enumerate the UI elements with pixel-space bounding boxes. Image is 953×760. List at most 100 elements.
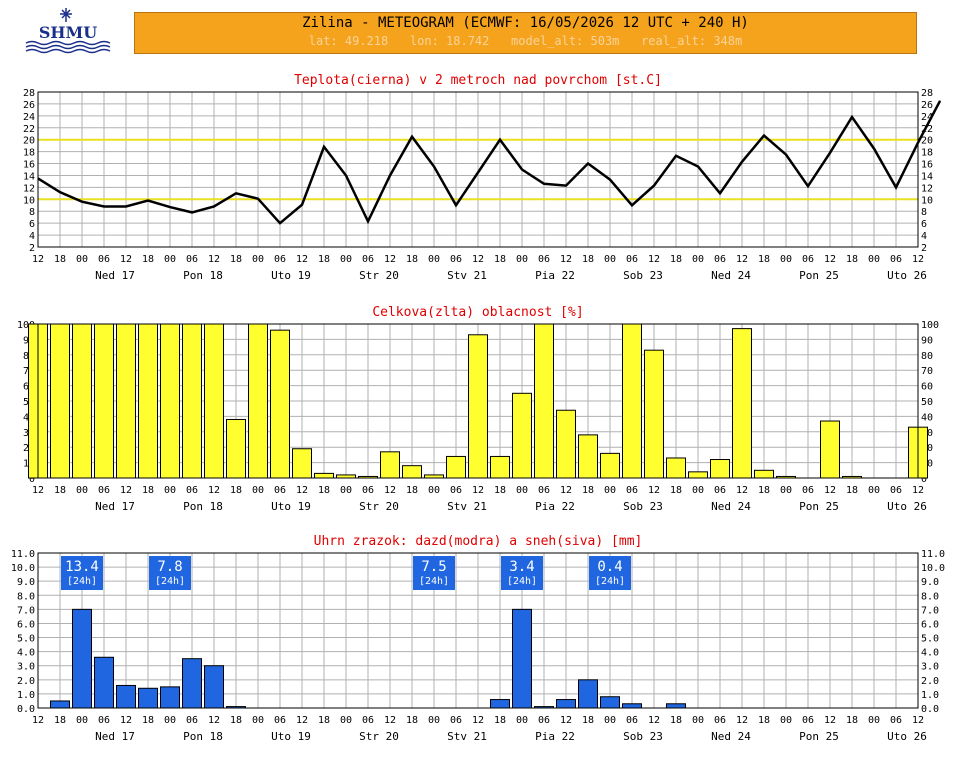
y-tick-label-right: 50 bbox=[921, 397, 933, 408]
x-tick-label: 00 bbox=[780, 715, 792, 726]
x-tick-label: 00 bbox=[516, 254, 528, 265]
x-tick-label: 00 bbox=[252, 715, 264, 726]
day-label: Pon 18 bbox=[183, 500, 223, 513]
x-tick-label: 12 bbox=[384, 715, 396, 726]
cloud-bar bbox=[732, 328, 752, 479]
daily-total-badge: 0.4[24h] bbox=[589, 556, 631, 590]
x-tick-label: 12 bbox=[384, 254, 396, 265]
x-tick-label: 12 bbox=[648, 254, 660, 265]
y-tick-label-right: 18 bbox=[921, 148, 933, 159]
y-tick-label-left: 6.0 bbox=[17, 619, 35, 630]
x-tick-label: 00 bbox=[164, 254, 176, 265]
precip-bar bbox=[666, 703, 686, 709]
y-tick-label-left: 11.0 bbox=[11, 549, 35, 560]
x-tick-label: 06 bbox=[714, 254, 726, 265]
y-tick-label-right: 28 bbox=[921, 88, 933, 99]
y-tick-label-left: 8 bbox=[29, 207, 35, 218]
x-tick-label: 18 bbox=[318, 485, 330, 496]
y-tick-label-right: 14 bbox=[921, 171, 933, 182]
x-tick-label: 18 bbox=[230, 254, 242, 265]
x-tick-label: 12 bbox=[560, 715, 572, 726]
x-tick-label: 18 bbox=[582, 485, 594, 496]
day-label: Pon 25 bbox=[799, 269, 839, 282]
x-tick-label: 18 bbox=[670, 485, 682, 496]
x-tick-label: 06 bbox=[714, 485, 726, 496]
x-tick-label: 06 bbox=[890, 254, 902, 265]
x-tick-label: 00 bbox=[604, 254, 616, 265]
daily-total-box bbox=[413, 556, 455, 590]
temperature-line bbox=[37, 100, 942, 225]
x-tick-label: 06 bbox=[450, 254, 462, 265]
precip-bar bbox=[160, 686, 180, 709]
x-tick-label: 06 bbox=[274, 254, 286, 265]
y-tick-label-right: 2 bbox=[921, 243, 927, 254]
day-label: Uto 26 bbox=[887, 730, 927, 743]
chart-title: Teplota(cierna) v 2 metroch nad povrchom… bbox=[294, 73, 662, 88]
precip-bar bbox=[512, 608, 532, 709]
cloud-bar bbox=[314, 472, 334, 479]
x-tick-label: 00 bbox=[604, 715, 616, 726]
temperature-point bbox=[543, 183, 545, 185]
chart-1: Teplota(cierna) v 2 metroch nad povrchom… bbox=[23, 73, 942, 282]
x-tick-label: 00 bbox=[516, 485, 528, 496]
x-tick-label: 00 bbox=[428, 254, 440, 265]
y-tick-label-right: 3.0 bbox=[921, 662, 939, 673]
x-tick-label: 00 bbox=[252, 485, 264, 496]
x-tick-label: 00 bbox=[340, 254, 352, 265]
y-tick-label-left: 0.0 bbox=[17, 704, 35, 715]
x-tick-label: 12 bbox=[912, 715, 924, 726]
x-tick-label: 12 bbox=[648, 715, 660, 726]
daily-total-label: [24h] bbox=[67, 576, 97, 587]
y-tick-label-right: 80 bbox=[921, 351, 933, 362]
plot-frame bbox=[37, 91, 919, 248]
cloud-bar bbox=[622, 323, 642, 479]
cloud-bar bbox=[556, 409, 576, 479]
temperature-point bbox=[191, 211, 193, 214]
x-tick-label: 00 bbox=[164, 715, 176, 726]
temperature-point bbox=[301, 204, 303, 206]
day-label: Stv 21 bbox=[447, 500, 487, 513]
x-tick-label: 00 bbox=[252, 254, 264, 265]
x-tick-label: 00 bbox=[780, 485, 792, 496]
x-tick-label: 12 bbox=[32, 485, 44, 496]
day-label: Str 20 bbox=[359, 269, 399, 282]
x-tick-label: 06 bbox=[626, 254, 638, 265]
x-tick-label: 12 bbox=[384, 485, 396, 496]
x-tick-label: 12 bbox=[208, 715, 220, 726]
daily-total-label: [24h] bbox=[507, 576, 537, 587]
y-tick-label-right: 40 bbox=[921, 412, 933, 423]
y-tick-label-left: 6 bbox=[29, 219, 35, 230]
x-tick-label: 18 bbox=[54, 254, 66, 265]
x-tick-label: 06 bbox=[186, 254, 198, 265]
x-tick-label: 12 bbox=[472, 254, 484, 265]
x-tick-label: 18 bbox=[230, 715, 242, 726]
y-tick-label-left: 14 bbox=[23, 171, 35, 182]
x-tick-label: 00 bbox=[516, 715, 528, 726]
y-tick-label-left: 2 bbox=[29, 243, 35, 254]
x-tick-label: 00 bbox=[340, 485, 352, 496]
temperature-point bbox=[741, 161, 743, 163]
logo-text: SHMU bbox=[39, 23, 97, 42]
x-tick-label: 12 bbox=[208, 254, 220, 265]
x-tick-label: 18 bbox=[318, 254, 330, 265]
x-tick-label: 06 bbox=[362, 715, 374, 726]
x-tick-label: 06 bbox=[626, 715, 638, 726]
x-tick-label: 18 bbox=[582, 254, 594, 265]
x-tick-label: 06 bbox=[714, 715, 726, 726]
cloud-bar bbox=[116, 323, 136, 479]
x-tick-label: 00 bbox=[692, 254, 704, 265]
cloud-bar bbox=[248, 323, 268, 479]
x-tick-label: 18 bbox=[406, 715, 418, 726]
y-tick-label-right: 16 bbox=[921, 160, 933, 171]
y-tick-label-right: 20 bbox=[921, 136, 933, 147]
y-tick-label-left: 3.0 bbox=[17, 662, 35, 673]
y-tick-label-right: 0.0 bbox=[921, 704, 939, 715]
y-tick-label-left: 4 bbox=[29, 231, 35, 242]
y-tick-label-right: 6.0 bbox=[921, 619, 939, 630]
cloud-bar bbox=[292, 448, 312, 479]
daily-total-badge: 7.8[24h] bbox=[149, 556, 191, 590]
y-tick-label-left: 5.0 bbox=[17, 634, 35, 645]
day-label: Uto 19 bbox=[271, 730, 311, 743]
x-tick-label: 00 bbox=[868, 254, 880, 265]
temperature-point bbox=[125, 205, 127, 208]
